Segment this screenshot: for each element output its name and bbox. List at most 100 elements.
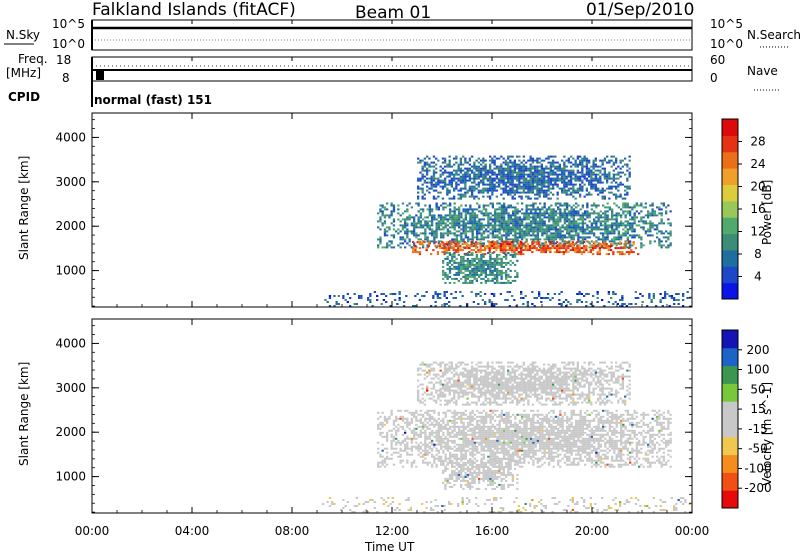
data-cell xyxy=(631,218,633,220)
data-cell xyxy=(554,178,556,180)
data-cell xyxy=(476,420,478,422)
data-cell xyxy=(379,210,381,212)
data-cell xyxy=(413,222,415,224)
data-cell xyxy=(562,224,564,226)
data-cell xyxy=(460,454,462,456)
data-cell xyxy=(625,206,627,208)
data-cell xyxy=(652,212,654,214)
data-cell xyxy=(530,422,532,424)
data-cell xyxy=(518,178,520,180)
data-cell xyxy=(440,236,442,238)
data-cell xyxy=(518,172,520,174)
data-cell xyxy=(484,303,486,305)
data-cell xyxy=(565,245,567,247)
data-cell xyxy=(454,436,456,438)
data-cell xyxy=(536,184,538,186)
data-cell xyxy=(499,432,501,434)
data-cell xyxy=(505,228,507,230)
data-cell xyxy=(424,236,426,238)
data-cell xyxy=(634,236,636,238)
data-cell xyxy=(514,434,516,436)
data-cell xyxy=(492,454,494,456)
data-cell xyxy=(442,434,444,436)
data-cell xyxy=(404,440,406,442)
data-cell xyxy=(483,464,485,466)
data-cell xyxy=(640,244,642,246)
data-cell xyxy=(478,205,480,207)
data-cell xyxy=(608,245,610,247)
data-cell xyxy=(447,410,449,412)
data-cell xyxy=(494,442,496,444)
data-cell xyxy=(552,194,554,196)
data-cell xyxy=(490,222,492,224)
data-cell xyxy=(442,422,444,424)
data-cell xyxy=(621,299,623,301)
data-cell xyxy=(467,212,469,214)
data-cell xyxy=(463,456,465,458)
data-cell xyxy=(409,218,411,220)
data-cell xyxy=(518,196,520,198)
data-cell xyxy=(539,162,541,164)
data-cell xyxy=(483,208,485,210)
data-cell xyxy=(535,220,537,222)
data-cell xyxy=(495,245,497,247)
data-cell xyxy=(386,208,388,210)
data-cell xyxy=(394,293,396,295)
data-cell xyxy=(467,180,469,182)
data-cell xyxy=(507,299,509,301)
data-cell xyxy=(433,236,435,238)
data-cell xyxy=(384,232,386,234)
data-cell xyxy=(619,243,621,245)
data-cell xyxy=(525,295,527,297)
data-cell xyxy=(508,454,510,456)
data-cell xyxy=(415,214,417,216)
data-cell xyxy=(584,176,586,178)
data-cell xyxy=(411,432,413,434)
data-cell xyxy=(463,438,465,440)
data-cell xyxy=(622,205,624,207)
data-cell xyxy=(460,240,462,242)
data-cell xyxy=(566,205,568,207)
data-cell xyxy=(552,178,554,180)
data-cell xyxy=(418,434,420,436)
data-cell xyxy=(431,166,433,168)
data-cell xyxy=(460,278,462,280)
data-cell xyxy=(526,208,528,210)
data-cell xyxy=(577,226,579,228)
data-cell xyxy=(449,184,451,186)
data-cell xyxy=(517,428,519,430)
data-cell xyxy=(493,295,495,297)
data-cell xyxy=(449,272,451,274)
data-cell xyxy=(474,426,476,428)
data-cell xyxy=(431,216,433,218)
data-cell xyxy=(400,460,402,462)
data-cell xyxy=(431,220,433,222)
data-cell xyxy=(528,452,530,454)
data-cell xyxy=(573,222,575,224)
data-cell xyxy=(568,222,570,224)
data-cell xyxy=(426,291,428,293)
data-cell xyxy=(413,436,415,438)
data-cell xyxy=(456,214,458,216)
data-cell xyxy=(662,297,664,299)
data-cell xyxy=(382,206,384,208)
data-cell xyxy=(604,190,606,192)
data-cell xyxy=(522,249,524,251)
data-cell xyxy=(384,466,386,468)
data-cell xyxy=(532,188,534,190)
data-cell xyxy=(518,247,520,249)
data-cell xyxy=(514,454,516,456)
data-cell xyxy=(462,182,464,184)
data-cell xyxy=(490,420,492,422)
data-cell xyxy=(462,188,464,190)
data-cell xyxy=(553,234,555,236)
data-cell xyxy=(545,180,547,182)
data-cell xyxy=(422,198,424,200)
data-cell xyxy=(435,182,437,184)
data-cell xyxy=(458,412,460,414)
data-cell xyxy=(526,430,528,432)
data-cell xyxy=(664,295,666,297)
data-cell xyxy=(442,440,444,442)
data-cell xyxy=(471,156,473,158)
data-cell xyxy=(514,244,516,246)
